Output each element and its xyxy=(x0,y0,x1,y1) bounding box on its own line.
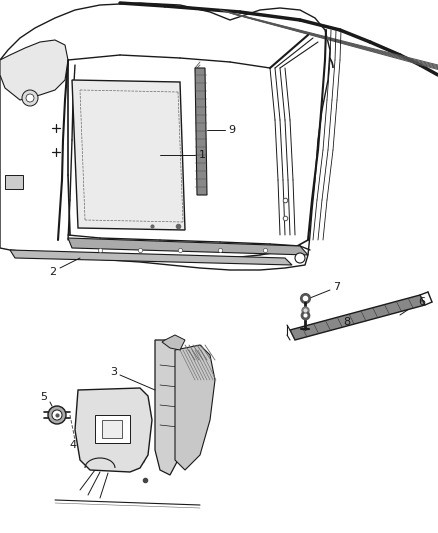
Polygon shape xyxy=(72,80,185,230)
Circle shape xyxy=(26,94,34,102)
Polygon shape xyxy=(0,40,68,100)
Text: 8: 8 xyxy=(343,317,350,327)
Polygon shape xyxy=(290,295,425,340)
Bar xyxy=(102,420,122,438)
Polygon shape xyxy=(162,335,185,350)
Text: 2: 2 xyxy=(49,267,57,277)
Text: 1: 1 xyxy=(198,150,205,160)
Polygon shape xyxy=(195,68,207,195)
Text: 5: 5 xyxy=(40,392,47,402)
Bar xyxy=(95,415,130,443)
Text: 3: 3 xyxy=(110,367,117,377)
Polygon shape xyxy=(175,345,215,470)
Circle shape xyxy=(48,406,66,424)
Polygon shape xyxy=(10,250,292,265)
Polygon shape xyxy=(0,3,330,270)
Text: 9: 9 xyxy=(229,125,236,135)
Polygon shape xyxy=(155,340,185,475)
Circle shape xyxy=(295,253,305,263)
Polygon shape xyxy=(75,388,152,472)
Text: 4: 4 xyxy=(70,440,77,450)
Circle shape xyxy=(52,410,62,420)
Text: 6: 6 xyxy=(418,297,425,307)
Text: 7: 7 xyxy=(333,282,341,292)
Polygon shape xyxy=(68,238,308,255)
Circle shape xyxy=(22,90,38,106)
Bar xyxy=(5,175,23,189)
